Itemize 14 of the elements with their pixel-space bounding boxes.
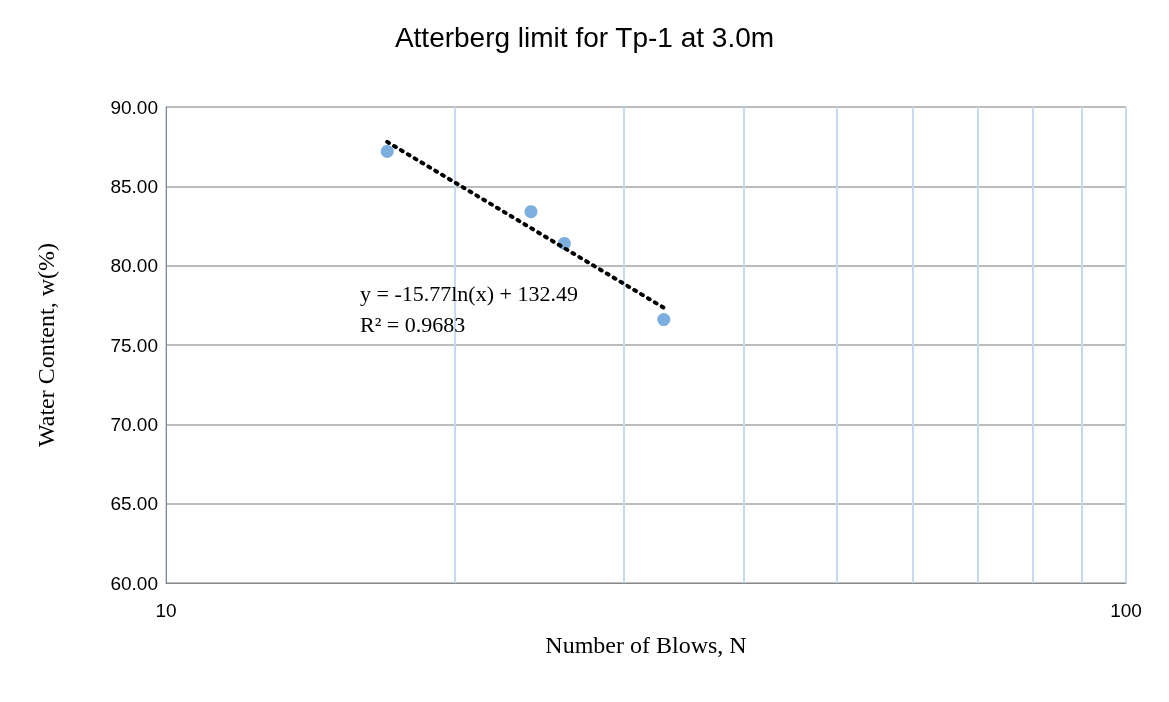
y-tick-label: 60.00 [110,572,158,594]
y-axis-title: Water Content, w(%) [33,243,59,447]
y-tick-label: 65.00 [110,493,158,515]
x-tick-label: 10 [155,600,177,621]
y-tick-label: 90.00 [110,96,158,118]
y-tick-label: 85.00 [110,175,158,197]
y-tick-label: 75.00 [110,334,158,356]
annotation: R² = 0.9683 [360,311,466,337]
y-tick-label: 80.00 [110,255,158,277]
x-axis-title: Number of Blows, N [545,632,747,658]
chart-title: Atterberg limit for Tp-1 at 3.0m [394,21,775,53]
annotation: y = -15.77ln(x) + 132.49 [360,280,578,306]
y-tick-label: 70.00 [110,413,158,435]
x-tick-label: 100 [1110,600,1142,621]
